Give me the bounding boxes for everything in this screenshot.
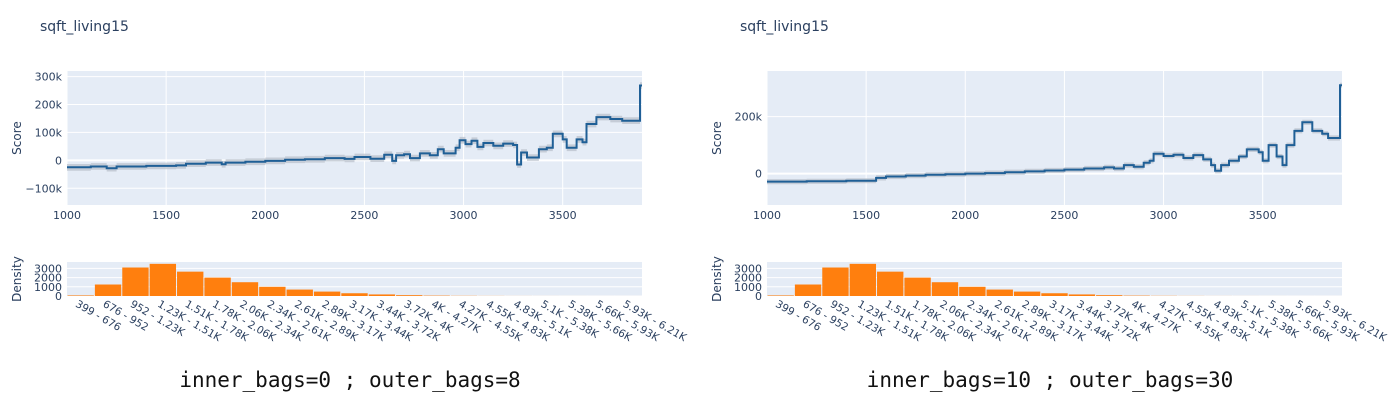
density-bar — [149, 263, 177, 296]
density-bar — [368, 294, 396, 296]
x-tick-label: 3500 — [549, 209, 577, 222]
density-bar — [849, 263, 877, 296]
plot-background — [767, 71, 1342, 205]
density-tick-label: 2000 — [34, 272, 62, 285]
chart-svg-right: sqft_living15 1000 1500 2000 2500 3000 3500 0 20… — [710, 19, 1389, 345]
density-tick-label: 2000 — [734, 272, 762, 285]
density-bar — [259, 286, 286, 296]
density-bar — [1013, 291, 1041, 296]
y-tick-label: 200k — [735, 111, 763, 124]
density-axis-title: Density — [10, 256, 24, 302]
density-bar — [396, 295, 423, 296]
density-tick-label: 3000 — [34, 262, 62, 275]
chart-panel-left: sqft_living15 1000 1500 2000 2500 3000 3500 −10… — [10, 19, 689, 392]
density-bar — [204, 277, 231, 296]
density-bar — [986, 289, 1013, 296]
x-tick-label: 2000 — [251, 209, 279, 222]
chart-title: sqft_living15 — [40, 19, 129, 35]
caption-right: inner_bags=10 ; outer_bags=30 — [866, 368, 1234, 392]
chart-title: sqft_living15 — [740, 19, 829, 35]
density-bar — [1096, 295, 1123, 296]
x-tick-label: 2500 — [1050, 209, 1078, 222]
x-tick-label: 1000 — [753, 209, 781, 222]
y-tick-label: 300k — [35, 71, 63, 84]
score-line — [67, 84, 642, 170]
density-bar — [231, 282, 259, 296]
x-tick-label: 3500 — [1249, 209, 1277, 222]
x-tick-label: 1500 — [152, 209, 180, 222]
density-bar — [767, 295, 794, 296]
y-axis-title: Score — [10, 121, 24, 155]
density-axis-title: Density — [710, 256, 724, 302]
y-tick-label: −100k — [25, 182, 62, 195]
density-bar — [1068, 294, 1096, 296]
density-bar — [877, 271, 904, 296]
x-tick-label: 1000 — [53, 209, 81, 222]
y-tick-label: 0 — [55, 154, 62, 167]
density-bar — [67, 295, 94, 296]
x-tick-label: 1500 — [852, 209, 880, 222]
density-bar — [904, 277, 931, 296]
density-bar — [794, 284, 822, 296]
plot-background — [67, 71, 642, 205]
density-bar — [313, 291, 341, 296]
density-bar — [1041, 293, 1068, 296]
density-tick-label: 3000 — [734, 262, 762, 275]
y-tick-label: 100k — [35, 126, 63, 139]
density-tick-label: 1000 — [34, 281, 62, 294]
density-bar — [286, 289, 313, 296]
y-tick-label: 0 — [755, 168, 762, 181]
score-line — [767, 84, 1342, 183]
density-tick-label: 0 — [55, 290, 62, 303]
x-tick-label: 2500 — [350, 209, 378, 222]
density-bar — [822, 267, 849, 296]
density-bar — [341, 293, 368, 296]
density-bar — [931, 282, 959, 296]
confidence-band — [67, 82, 642, 172]
density-bar — [122, 267, 149, 296]
y-tick-label: 200k — [35, 99, 63, 112]
density-tick-label: 0 — [755, 290, 762, 303]
chart-svg-left: sqft_living15 1000 1500 2000 2500 3000 3500 −10… — [10, 19, 689, 345]
density-bar — [177, 271, 204, 296]
chart-panel-right: sqft_living15 1000 1500 2000 2500 3000 3500 0 20… — [700, 0, 1400, 415]
caption-left: inner_bags=0 ; outer_bags=8 — [179, 368, 521, 392]
x-tick-label: 3000 — [1150, 209, 1178, 222]
y-axis-title: Score — [710, 121, 724, 155]
x-tick-label: 3000 — [450, 209, 478, 222]
x-tick-label: 2000 — [951, 209, 979, 222]
density-bar — [959, 286, 986, 296]
density-bar — [94, 284, 122, 296]
density-tick-label: 1000 — [734, 281, 762, 294]
